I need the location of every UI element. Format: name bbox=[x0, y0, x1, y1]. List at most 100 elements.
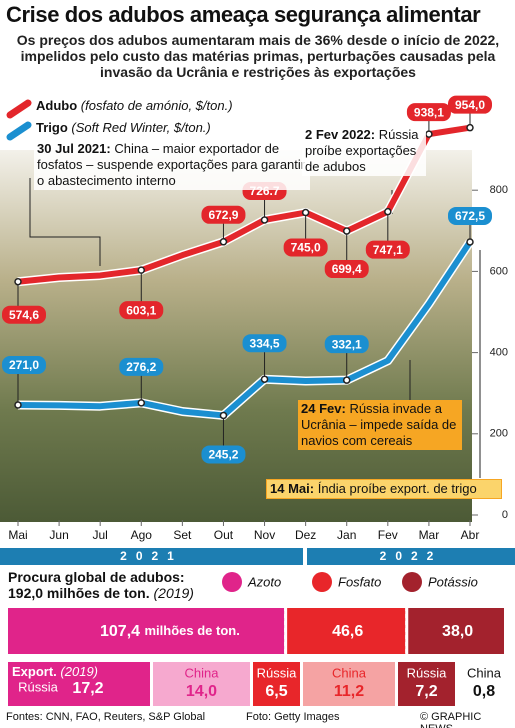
x-tick-label: Jun bbox=[49, 528, 68, 542]
annotation: 30 Jul 2021: China – maior exportador de… bbox=[34, 140, 310, 190]
export-country: Rússia bbox=[18, 679, 59, 694]
y-tick-label: 200 bbox=[490, 428, 508, 440]
demand-title: Procura global de adubos: bbox=[8, 569, 185, 585]
x-tick-label: Abr bbox=[461, 528, 480, 542]
segment-value: 46,6 bbox=[332, 623, 363, 640]
value-label-box bbox=[201, 445, 246, 464]
point bbox=[14, 277, 22, 286]
segment-label: 38,0 bbox=[442, 623, 473, 640]
copyright: © GRAPHIC NEWS bbox=[420, 711, 482, 728]
segment-value: 38,0 bbox=[442, 623, 473, 640]
y-tick-label: 0 bbox=[502, 509, 508, 521]
export-value: 11,2 bbox=[334, 683, 364, 700]
export-country: China bbox=[467, 665, 502, 680]
export-box bbox=[8, 662, 150, 706]
segment bbox=[287, 608, 406, 654]
export-country: Rússia bbox=[257, 665, 298, 680]
value-label-box bbox=[365, 240, 410, 259]
export-box bbox=[153, 662, 250, 706]
point bbox=[342, 227, 351, 235]
y-tick-label: 600 bbox=[490, 265, 508, 277]
point bbox=[260, 375, 269, 383]
value-label: 938,1 bbox=[414, 105, 444, 119]
legend-desc: (fosfato de amónio, $/ton.) bbox=[80, 98, 233, 113]
value-label-box bbox=[448, 95, 492, 114]
x-tick-label: Mar bbox=[419, 528, 440, 542]
export-box bbox=[303, 662, 395, 706]
title: Crise dos adubos ameaça segurança alimen… bbox=[6, 2, 481, 27]
x-tick-label: Jul bbox=[93, 528, 108, 542]
value-label-box bbox=[242, 334, 287, 353]
year-band bbox=[307, 548, 515, 565]
year-label: 2022 bbox=[380, 549, 443, 563]
demand-year: (2019) bbox=[153, 585, 194, 601]
value-label: 332,1 bbox=[332, 337, 362, 351]
subtitle: Os preços dos adubos aumentaram mais de … bbox=[16, 32, 500, 80]
value-label: 603,1 bbox=[126, 303, 156, 317]
value-label-box bbox=[2, 305, 46, 324]
x-tick-label: Jan bbox=[337, 528, 356, 542]
x-tick-label: Set bbox=[173, 528, 192, 542]
export-country: Rússia bbox=[407, 665, 448, 680]
value-label: 954,0 bbox=[455, 98, 485, 112]
y-tick-label: 800 bbox=[490, 184, 508, 196]
legend-label: Potássio bbox=[428, 574, 478, 589]
value-label: 672,5 bbox=[455, 209, 485, 223]
point bbox=[342, 376, 351, 384]
demand-total-value: 192,0 milhões de ton. bbox=[8, 585, 150, 601]
annotation-date: 30 Jul 2021: bbox=[37, 141, 111, 156]
value-label: 271,0 bbox=[9, 358, 39, 372]
value-label-box bbox=[283, 238, 328, 257]
legend-entry: Adubo (fosfato de amónio, $/ton.) bbox=[36, 98, 233, 113]
point bbox=[137, 399, 146, 407]
x-tick-label: Fev bbox=[378, 528, 398, 542]
legend-swatch bbox=[6, 121, 32, 141]
legend-label: Azoto bbox=[247, 574, 281, 589]
point bbox=[384, 207, 392, 216]
year-band bbox=[0, 548, 303, 565]
value-label: 245,2 bbox=[208, 448, 238, 462]
legend-dot bbox=[402, 572, 422, 592]
export-heading: Export. (2019) bbox=[12, 664, 98, 679]
value-label: 334,5 bbox=[250, 336, 280, 350]
sources: Fontes: CNN, FAO, Reuters, S&P Global bbox=[6, 711, 206, 723]
value-label: 672,9 bbox=[208, 208, 238, 222]
value-label: 747,1 bbox=[373, 243, 403, 257]
export-country: China bbox=[185, 665, 220, 680]
export-year: (2019) bbox=[60, 664, 98, 679]
export-value: 7,2 bbox=[415, 683, 437, 700]
point bbox=[219, 238, 228, 246]
point bbox=[425, 130, 433, 138]
export-value: 0,8 bbox=[473, 683, 495, 700]
annotation-text: Rússia proíbe exportações de adubos bbox=[305, 127, 419, 174]
value-label-box bbox=[119, 301, 164, 320]
x-tick-label: Mai bbox=[8, 528, 27, 542]
x-tick-label: Out bbox=[214, 528, 234, 542]
annotation-text: China – maior exportador de fosfatos – s… bbox=[37, 141, 306, 188]
x-tick-label: Nov bbox=[254, 528, 275, 542]
legend-entry: Trigo (Soft Red Winter, $/ton.) bbox=[36, 120, 211, 135]
export-value: 6,5 bbox=[265, 683, 287, 700]
year-label: 2021 bbox=[120, 549, 183, 563]
annotation-date: 2 Fev 2022: bbox=[305, 127, 376, 142]
segment-value: 107,4 bbox=[100, 623, 140, 640]
segment-unit: milhões de ton. bbox=[145, 623, 240, 638]
export-country: China bbox=[332, 665, 367, 680]
value-label-box bbox=[201, 205, 246, 224]
value-label: 276,2 bbox=[126, 360, 156, 374]
value-label-box bbox=[324, 335, 369, 354]
export-value: 14,0 bbox=[186, 683, 217, 700]
annotation: 24 Fev: Rússia invade a Ucrânia – impede… bbox=[298, 400, 462, 450]
segment-label: 107,4 milhões de ton. bbox=[100, 623, 240, 640]
legend-swatch bbox=[6, 99, 32, 119]
legend-dot bbox=[222, 572, 242, 592]
point bbox=[466, 123, 474, 132]
point bbox=[137, 266, 146, 274]
demand-heading: Procura global de adubos: 192,0 milhões … bbox=[8, 569, 194, 601]
legend-desc: (Soft Red Winter, $/ton.) bbox=[71, 120, 211, 135]
annotation-date: 24 Fev: bbox=[301, 401, 346, 416]
x-tick-label: Ago bbox=[131, 528, 153, 542]
series-line bbox=[15, 124, 473, 285]
